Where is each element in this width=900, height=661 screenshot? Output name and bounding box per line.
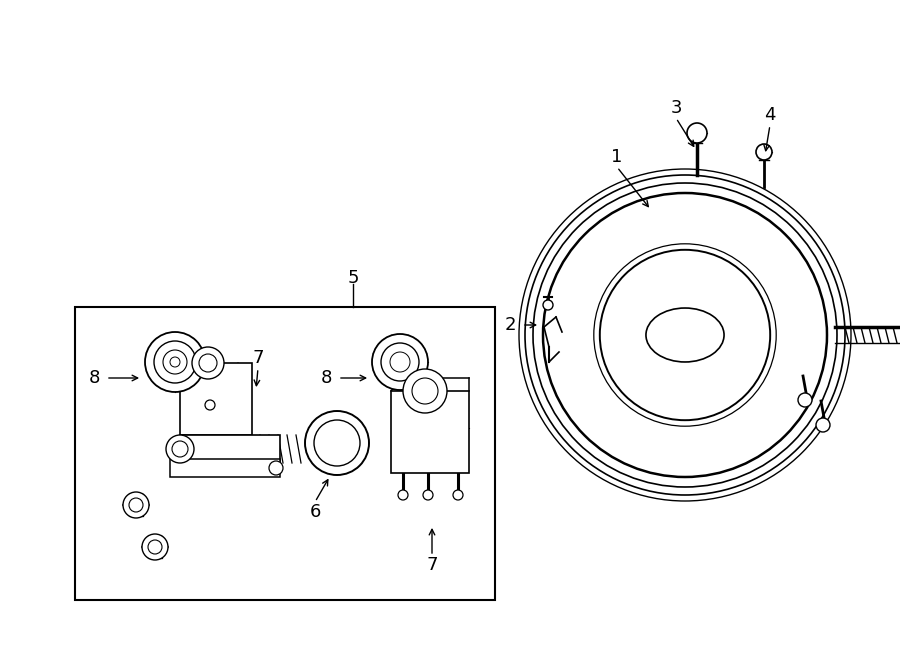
Text: 1: 1 — [611, 148, 623, 166]
Bar — [75, 307, 495, 600]
Bar — [170, 459, 280, 477]
Bar — [180, 363, 252, 435]
Circle shape — [372, 334, 428, 390]
Circle shape — [192, 347, 224, 379]
Circle shape — [798, 393, 812, 407]
Circle shape — [423, 490, 433, 500]
Circle shape — [123, 492, 149, 518]
Circle shape — [403, 369, 447, 413]
Text: 8: 8 — [320, 369, 332, 387]
Circle shape — [305, 411, 369, 475]
Text: 4: 4 — [764, 106, 776, 124]
Circle shape — [543, 193, 827, 477]
Circle shape — [453, 490, 463, 500]
Bar — [180, 435, 280, 463]
Text: 5: 5 — [347, 269, 359, 287]
Circle shape — [166, 435, 194, 463]
Circle shape — [142, 534, 168, 560]
Circle shape — [816, 418, 830, 432]
Circle shape — [269, 461, 283, 475]
Text: 7: 7 — [427, 556, 437, 574]
Circle shape — [687, 123, 707, 143]
Circle shape — [756, 144, 772, 160]
Text: 2: 2 — [504, 316, 516, 334]
Bar — [391, 391, 469, 473]
Text: 6: 6 — [310, 503, 320, 521]
Circle shape — [145, 332, 205, 392]
Circle shape — [599, 250, 770, 420]
Circle shape — [398, 490, 408, 500]
Text: 8: 8 — [88, 369, 100, 387]
Circle shape — [543, 300, 553, 310]
Text: 3: 3 — [670, 99, 682, 117]
Text: 7: 7 — [252, 349, 264, 367]
